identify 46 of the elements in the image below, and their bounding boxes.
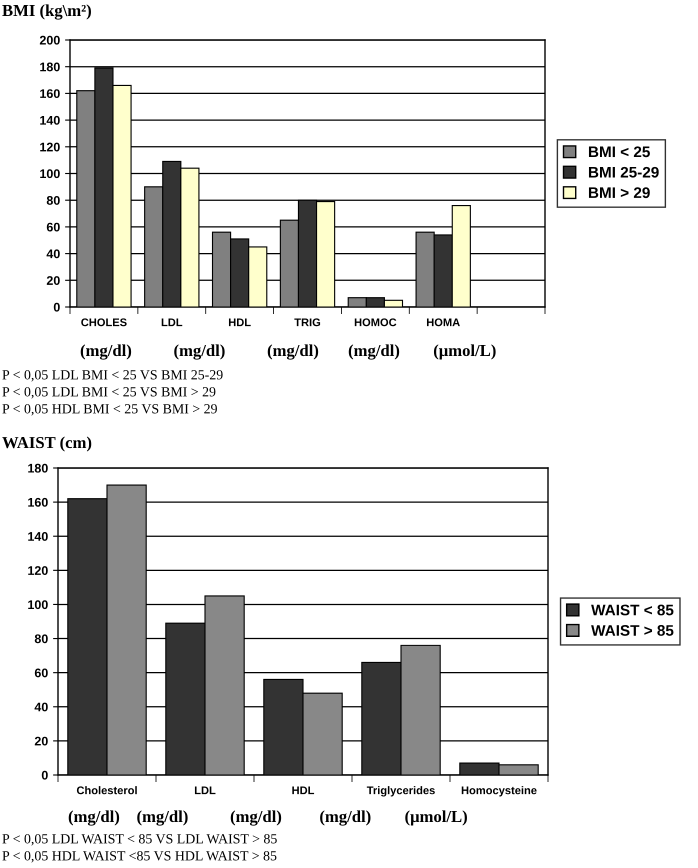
x-tick-label: HDL	[228, 318, 251, 326]
y-tick-label: 120	[28, 566, 48, 575]
y-tick-label: 40	[34, 702, 48, 712]
y-tick-label: 20	[34, 736, 48, 746]
y-tick-label: 180	[28, 464, 48, 473]
y-tick-label: 200	[40, 36, 60, 45]
x-tick-label: TRIG	[294, 318, 320, 326]
y-tick-label: 100	[40, 169, 60, 178]
text: P < 0,05 LDL WAIST < 85 VS LDL WAIST > 85	[2, 834, 277, 846]
chart-title: BMI (kg\m²)	[2, 4, 91, 20]
x-tick-label: CHOLES	[81, 318, 127, 326]
y-tick-label: 140	[40, 116, 60, 125]
x-tick-label: HOMA	[426, 318, 460, 326]
text: P < 0,05 HDL WAIST <85 VS HDL WAIST > 85	[2, 851, 276, 862]
x-tick-label: Homocysteine	[462, 786, 537, 796]
legend-label: BMI > 29	[588, 187, 650, 198]
y-tick-label: 180	[40, 62, 60, 72]
y-tick-label: 80	[46, 196, 60, 205]
chart-title: WAIST (cm)	[2, 436, 92, 452]
y-tick-label: 80	[34, 634, 48, 644]
y-tick-label: 40	[46, 249, 60, 258]
legend-label: BMI < 25	[588, 146, 650, 158]
y-tick-label: 0	[42, 770, 48, 780]
x-tick-label: HDL	[292, 786, 314, 794]
x-tick-label: Triglycerides	[366, 786, 435, 797]
y-tick-label: 60	[46, 222, 60, 232]
y-tick-label: 160	[40, 89, 60, 98]
y-tick-label: 20	[46, 276, 60, 285]
x-tick-label: Cholesterol	[76, 786, 137, 794]
legend-label: WAIST < 85	[591, 604, 674, 616]
text: P < 0,05 LDL BMI < 25 VS BMI 25-29	[2, 370, 223, 382]
x-tick-label: HOMOC	[354, 318, 396, 326]
y-tick-label: 160	[28, 498, 48, 507]
text: P < 0,05 LDL BMI < 25 VS BMI > 29	[2, 387, 216, 398]
y-tick-label: 100	[28, 600, 48, 610]
text: P < 0,05 HDL BMI < 25 VS BMI > 29	[2, 404, 217, 416]
legend-label: BMI 25-29	[588, 166, 659, 178]
y-tick-label: 140	[28, 532, 48, 541]
y-tick-label: 120	[40, 142, 60, 152]
legend-label: WAIST > 85	[591, 625, 674, 636]
x-axis-title: (mg/dl) (mg/dl) (mg/dl) (mg/dl) (μmol/L)	[68, 810, 467, 826]
x-tick-label: LDL	[162, 318, 182, 326]
y-tick-label: 60	[34, 668, 48, 678]
x-tick-label: LDL	[194, 786, 216, 794]
x-axis-title: (mg/dl) (mg/dl) (mg/dl) (mg/dl) (μmol/L)	[80, 344, 496, 360]
y-tick-label: 0	[54, 302, 60, 312]
